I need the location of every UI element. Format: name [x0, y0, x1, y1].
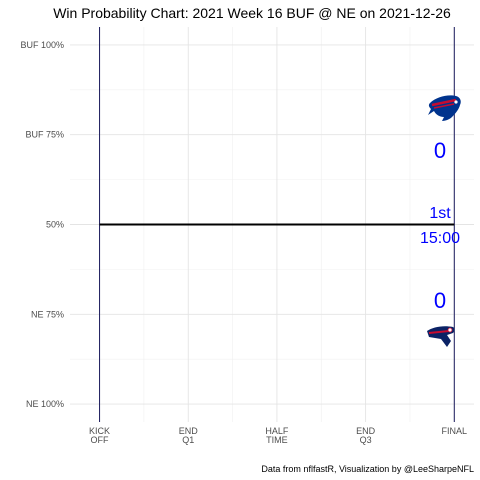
chart-title: Win Probability Chart: 2021 Week 16 BUF … [53, 5, 451, 21]
patriots-logo [427, 326, 455, 347]
bills-logo [428, 95, 461, 121]
x-tick-label: KICK [89, 426, 110, 436]
x-tick-label: END [356, 426, 376, 436]
y-axis-ticks: BUF 100% BUF 75% 50% NE 75% NE 100% [20, 40, 64, 409]
x-tick-label: END [179, 426, 199, 436]
y-tick-label: BUF 75% [25, 130, 64, 140]
home-team-score: 0 [434, 138, 446, 163]
x-tick-label: OFF [91, 435, 109, 445]
away-team-score: 0 [434, 288, 446, 313]
y-tick-label: NE 100% [26, 399, 64, 409]
x-tick-label: FINAL [442, 426, 468, 436]
x-tick-label: TIME [266, 435, 288, 445]
game-clock: 15:00 [420, 230, 460, 247]
y-tick-label: 50% [46, 220, 64, 230]
x-tick-label: HALF [265, 426, 289, 436]
x-tick-label: Q1 [182, 435, 194, 445]
y-tick-label: NE 75% [31, 309, 64, 319]
game-period: 1st [429, 205, 451, 222]
x-tick-label: Q3 [360, 435, 372, 445]
chart-caption: Data from nflfastR, Visualization by @Le… [261, 464, 474, 474]
y-tick-label: BUF 100% [20, 40, 64, 50]
